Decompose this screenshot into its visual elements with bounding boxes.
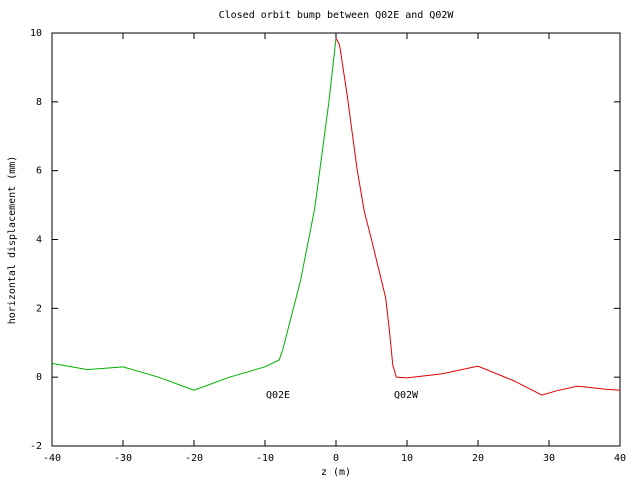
- x-tick-label: 10: [401, 453, 413, 464]
- y-tick-label: 10: [30, 28, 42, 39]
- data-line: [335, 37, 621, 396]
- annotation: Q02E: [266, 390, 290, 401]
- annotation: Q02W: [394, 390, 419, 401]
- x-tick-label: 0: [333, 453, 339, 464]
- x-tick-label: -40: [43, 453, 61, 464]
- data-line: [51, 38, 337, 391]
- x-tick-label: -20: [185, 453, 203, 464]
- y-tick-label: 0: [36, 372, 42, 383]
- chart-title: Closed orbit bump between Q02E and Q02W: [219, 10, 455, 21]
- y-tick-label: 6: [36, 166, 42, 177]
- x-axis-label: z (m): [321, 467, 351, 478]
- y-tick-label: -2: [30, 441, 42, 452]
- y-tick-label: 4: [36, 235, 42, 246]
- y-axis-label: horizontal displacement (mm): [7, 156, 18, 325]
- x-tick-label: 30: [543, 453, 555, 464]
- y-tick-label: 2: [36, 303, 42, 314]
- x-tick-label: 40: [614, 453, 626, 464]
- y-tick-label: 8: [36, 97, 42, 108]
- x-tick-label: -10: [256, 453, 274, 464]
- x-tick-label: 20: [472, 453, 484, 464]
- x-tick-label: -30: [114, 453, 132, 464]
